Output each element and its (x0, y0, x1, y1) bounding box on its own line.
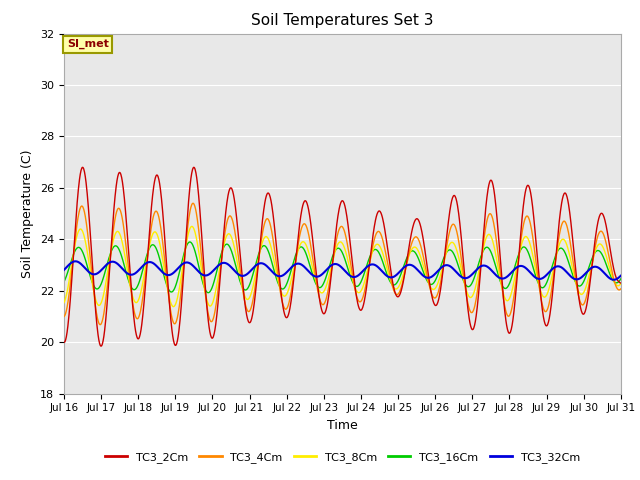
TC3_16Cm (617, 276, 625, 282)
TC3_16Cm (429, 280, 437, 286)
X-axis label: Time: Time (327, 419, 358, 432)
TC3_16Cm (502, 285, 510, 291)
TC3_2Cm (429, 300, 437, 305)
TC3_32Cm (72, 258, 79, 264)
TC3_32Cm (246, 268, 254, 274)
TC3_8Cm (170, 304, 177, 310)
TC3_16Cm (247, 278, 255, 284)
TC3_4Cm (189, 201, 196, 206)
TC3_4Cm (552, 259, 559, 264)
TC3_2Cm (172, 342, 179, 348)
TC3_2Cm (60, 339, 68, 345)
TC3_8Cm (171, 303, 179, 309)
TC3_8Cm (247, 291, 255, 297)
TC3_4Cm (247, 306, 255, 312)
TC3_32Cm (171, 269, 179, 275)
TC3_16Cm (170, 286, 178, 292)
TC3_8Cm (617, 281, 625, 287)
TC3_2Cm (79, 165, 86, 170)
TC3_32Cm (502, 275, 509, 280)
TC3_16Cm (186, 239, 193, 245)
TC3_4Cm (97, 322, 104, 327)
Line: TC3_4Cm: TC3_4Cm (64, 204, 621, 324)
TC3_2Cm (247, 318, 255, 324)
TC3_4Cm (60, 313, 68, 319)
Title: Soil Temperatures Set 3: Soil Temperatures Set 3 (251, 13, 434, 28)
Line: TC3_8Cm: TC3_8Cm (64, 227, 621, 307)
TC3_2Cm (97, 343, 105, 349)
TC3_4Cm (429, 294, 437, 300)
TC3_8Cm (184, 231, 192, 237)
TC3_2Cm (185, 198, 193, 204)
TC3_8Cm (188, 224, 196, 229)
Line: TC3_2Cm: TC3_2Cm (64, 168, 621, 346)
Text: SI_met: SI_met (67, 39, 109, 49)
TC3_8Cm (60, 300, 68, 305)
TC3_16Cm (552, 253, 559, 259)
TC3_4Cm (184, 220, 192, 226)
TC3_2Cm (617, 280, 625, 286)
TC3_2Cm (552, 259, 559, 265)
TC3_16Cm (184, 240, 191, 246)
Line: TC3_16Cm: TC3_16Cm (64, 242, 621, 293)
TC3_16Cm (60, 279, 68, 285)
Legend: TC3_2Cm, TC3_4Cm, TC3_8Cm, TC3_16Cm, TC3_32Cm: TC3_2Cm, TC3_4Cm, TC3_8Cm, TC3_16Cm, TC3… (100, 447, 584, 467)
TC3_8Cm (429, 287, 437, 292)
TC3_4Cm (502, 310, 510, 315)
TC3_8Cm (552, 257, 559, 263)
TC3_32Cm (60, 267, 68, 273)
TC3_16Cm (205, 290, 212, 296)
TC3_32Cm (617, 273, 625, 278)
TC3_8Cm (502, 298, 510, 303)
TC3_32Cm (184, 260, 192, 265)
TC3_32Cm (551, 264, 559, 270)
TC3_32Cm (429, 273, 437, 278)
TC3_2Cm (502, 320, 510, 326)
TC3_4Cm (617, 286, 625, 292)
Line: TC3_32Cm: TC3_32Cm (64, 261, 621, 280)
TC3_32Cm (610, 277, 618, 283)
Y-axis label: Soil Temperature (C): Soil Temperature (C) (22, 149, 35, 278)
TC3_4Cm (171, 321, 179, 327)
